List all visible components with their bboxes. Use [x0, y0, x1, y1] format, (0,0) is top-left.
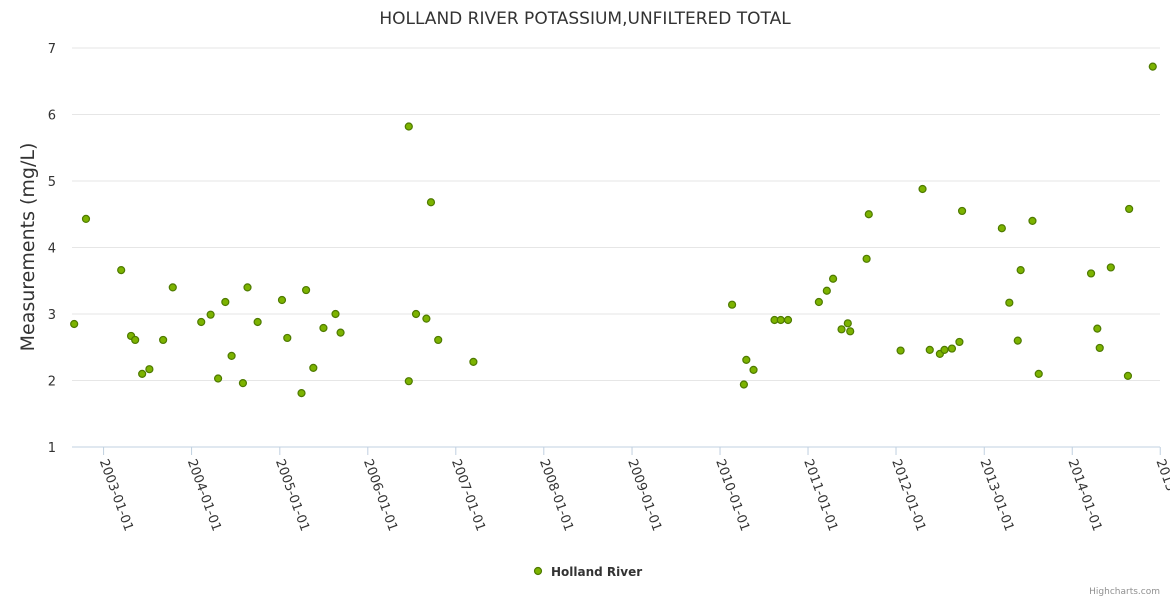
data-point[interactable]	[739, 380, 748, 389]
y-axis-label: Measurements (mg/L)	[17, 143, 39, 352]
x-axis: 2003-01-01 2004-01-01 2005-01-01 2006-01-01…	[72, 446, 1170, 533]
x-tick-label: 2009-01-01	[624, 457, 664, 533]
data-point[interactable]	[404, 377, 413, 386]
data-point[interactable]	[331, 309, 340, 319]
data-point[interactable]	[206, 310, 215, 319]
data-point[interactable]	[145, 365, 154, 374]
x-tick-label: 2012-01-01	[888, 457, 928, 533]
data-point[interactable]	[862, 254, 871, 263]
y-tick-label: 1	[48, 441, 56, 456]
data-point[interactable]	[1148, 62, 1157, 71]
data-point[interactable]	[918, 184, 927, 194]
data-point[interactable]	[197, 317, 206, 327]
data-point[interactable]	[253, 317, 262, 327]
x-tick-label: 2007-01-01	[448, 457, 488, 533]
data-points	[70, 62, 1157, 398]
y-tick-label: 7	[48, 42, 56, 57]
data-point[interactable]	[411, 309, 421, 319]
data-point[interactable]	[243, 283, 252, 292]
legend-item-holland-river[interactable]: Holland River	[533, 565, 643, 579]
x-tick-label: 2008-01-01	[536, 457, 576, 533]
data-point[interactable]	[297, 389, 306, 398]
data-point[interactable]	[70, 319, 79, 329]
data-point[interactable]	[404, 122, 413, 131]
data-point[interactable]	[955, 337, 964, 347]
data-point[interactable]	[138, 369, 147, 378]
data-point[interactable]	[469, 357, 478, 366]
data-point[interactable]	[947, 344, 957, 353]
data-point[interactable]	[814, 297, 823, 307]
y-tick-label: 4	[48, 242, 56, 257]
data-point[interactable]	[1095, 343, 1104, 353]
data-point[interactable]	[336, 328, 345, 337]
data-point[interactable]	[742, 355, 751, 364]
data-point[interactable]	[822, 286, 831, 295]
data-point[interactable]	[997, 224, 1006, 233]
data-point[interactable]	[227, 351, 236, 360]
data-point[interactable]	[159, 335, 168, 345]
data-point[interactable]	[1013, 336, 1022, 345]
data-point[interactable]	[1016, 266, 1025, 275]
data-point[interactable]	[238, 379, 248, 388]
credit-link[interactable]: Highcharts.com	[1089, 587, 1160, 597]
data-point[interactable]	[896, 346, 905, 355]
data-point[interactable]	[957, 206, 967, 216]
data-point[interactable]	[1106, 263, 1115, 272]
x-tick-label: 2003-01-01	[96, 457, 136, 533]
data-point[interactable]	[131, 335, 140, 345]
data-point[interactable]	[1086, 269, 1096, 278]
data-point[interactable]	[1028, 216, 1037, 225]
x-tick-label: 2015-01-01	[1152, 457, 1170, 533]
data-point[interactable]	[1125, 204, 1134, 214]
data-point[interactable]	[940, 345, 949, 355]
data-point[interactable]	[749, 365, 758, 374]
data-point[interactable]	[81, 214, 91, 224]
x-tick-label: 2004-01-01	[184, 457, 224, 533]
x-tick-label: 2011-01-01	[800, 457, 840, 533]
data-point[interactable]	[1123, 371, 1133, 380]
data-point[interactable]	[283, 333, 292, 343]
data-point[interactable]	[117, 266, 126, 275]
x-tick-label: 2005-01-01	[272, 457, 312, 533]
legend-marker	[533, 566, 543, 576]
data-point[interactable]	[864, 210, 873, 219]
y-tick-label: 2	[48, 375, 56, 390]
data-point[interactable]	[925, 345, 934, 355]
x-tick-label: 2014-01-01	[1064, 457, 1104, 533]
x-tick-label: 2013-01-01	[976, 457, 1016, 533]
data-point[interactable]	[776, 315, 785, 325]
y-tick-label: 6	[48, 109, 56, 124]
data-point[interactable]	[168, 283, 177, 292]
y-tick-label: 3	[48, 308, 56, 323]
data-point[interactable]	[837, 325, 846, 334]
legend-label: Holland River	[551, 565, 642, 579]
data-point[interactable]	[319, 323, 328, 333]
data-point[interactable]	[1005, 298, 1014, 307]
x-tick-label: 2010-01-01	[712, 457, 752, 533]
data-point[interactable]	[846, 327, 855, 336]
data-point[interactable]	[843, 319, 852, 328]
data-point[interactable]	[221, 297, 230, 307]
data-point[interactable]	[828, 274, 838, 283]
grid-lines	[72, 47, 1160, 381]
data-point[interactable]	[309, 363, 318, 372]
data-point[interactable]	[1093, 324, 1102, 333]
x-tick-label: 2006-01-01	[360, 457, 400, 533]
chart-title: HOLLAND RIVER POTASSIUM,UNFILTERED TOTAL	[379, 9, 791, 29]
y-axis: 1 2 3 4 5 6 7	[48, 42, 56, 456]
data-point[interactable]	[301, 285, 311, 295]
data-point[interactable]	[213, 374, 223, 383]
data-point[interactable]	[783, 315, 793, 325]
data-point[interactable]	[434, 335, 443, 345]
data-point[interactable]	[426, 198, 436, 207]
y-tick-label: 5	[48, 175, 56, 190]
data-point[interactable]	[1034, 369, 1043, 378]
data-point[interactable]	[422, 314, 431, 323]
data-point[interactable]	[277, 295, 287, 305]
data-point[interactable]	[727, 300, 737, 309]
